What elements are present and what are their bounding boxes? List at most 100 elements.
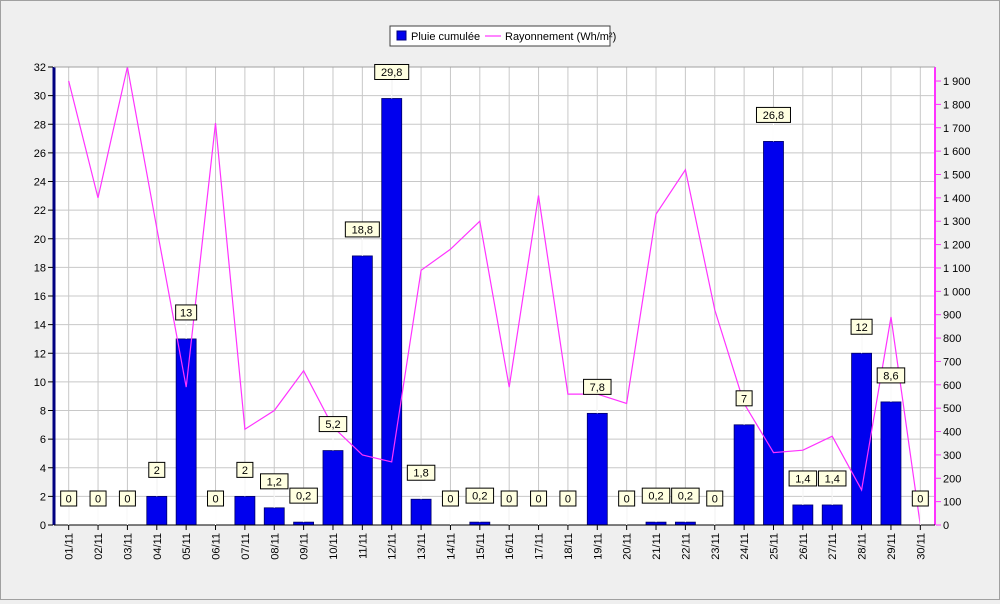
legend-label-rain: Pluie cumulée — [411, 31, 480, 43]
x-tick-label: 03/11 — [122, 533, 134, 560]
bar-27/11 — [821, 504, 843, 526]
y-left-tick-label: 20 — [34, 234, 46, 246]
data-label-box — [755, 106, 791, 123]
y-left-tick-label: 4 — [40, 463, 46, 475]
data-label-10/11: 5,2 — [318, 416, 348, 451]
y-right-tick-label: 400 — [943, 427, 961, 439]
bar-24/11 — [733, 424, 755, 526]
data-label-box — [318, 416, 348, 433]
data-label-text: 2 — [154, 465, 160, 477]
data-label-03/11: 0 — [118, 490, 136, 525]
legend-swatch-rain — [396, 30, 407, 41]
data-label-28/11: 12 — [850, 318, 873, 354]
data-label-09/11: 0,2 — [289, 487, 318, 523]
bar-29/11 — [880, 401, 902, 526]
bar-08/11 — [263, 507, 285, 526]
data-label-box — [344, 221, 380, 238]
x-tick-label: 09/11 — [299, 533, 311, 560]
bar-04/11 — [146, 495, 168, 526]
data-label-16/11: 0 — [500, 490, 518, 525]
data-label-box — [671, 487, 700, 504]
data-label-01/11: 0 — [60, 490, 78, 525]
bar-19/11 — [586, 412, 608, 526]
data-label-box — [911, 490, 929, 507]
data-label-15/11: 0,2 — [465, 487, 495, 523]
x-tick-label: 26/11 — [798, 533, 810, 560]
y-left-tick-label: 18 — [34, 262, 46, 274]
data-label-19/11: 7,8 — [583, 378, 612, 414]
y-left-tick-label: 10 — [34, 377, 46, 389]
data-label-text: 0 — [565, 494, 571, 506]
bar-28/11 — [851, 352, 872, 526]
y-right-tick-label: 500 — [943, 403, 961, 415]
bar-11/11 — [351, 255, 373, 526]
data-label-30/11: 0 — [911, 490, 929, 525]
data-label-box — [530, 490, 548, 507]
data-label-text: 12 — [855, 322, 867, 334]
y-right-tick-label: 1 600 — [943, 146, 971, 158]
data-label-text: 7,8 — [590, 382, 605, 394]
y-left-tick-label: 12 — [34, 348, 46, 360]
data-label-text: 0 — [624, 494, 630, 506]
data-label-box — [148, 461, 166, 478]
x-tick-label: 24/11 — [739, 533, 751, 560]
x-tick-label: 20/11 — [622, 533, 634, 560]
x-tick-label: 14/11 — [445, 533, 457, 560]
data-label-29/11: 8,6 — [876, 367, 906, 402]
x-tick-label: 17/11 — [534, 533, 546, 560]
x-tick-label: 15/11 — [475, 533, 487, 560]
y-left-tick-label: 30 — [34, 91, 46, 103]
bar-13/11 — [410, 498, 432, 526]
data-label-text: 0 — [95, 494, 101, 506]
data-label-box — [175, 304, 198, 321]
x-tick-label: 10/11 — [328, 533, 340, 560]
data-label-text: 0,2 — [678, 491, 693, 503]
y-right-tick-label: 1 400 — [943, 193, 971, 205]
data-label-22/11: 0,2 — [671, 487, 700, 523]
data-label-11/11: 18,8 — [344, 221, 380, 256]
data-label-text: 18,8 — [352, 224, 373, 236]
x-tick-label: 16/11 — [504, 533, 516, 560]
data-label-box — [60, 490, 78, 507]
bar-07/11 — [234, 495, 256, 526]
legend-label-radiation: Rayonnement (Wh/m²) — [505, 31, 616, 43]
data-label-text: 0 — [535, 494, 541, 506]
y-left-tick-label: 14 — [34, 320, 46, 332]
bar-25/11 — [763, 141, 784, 526]
data-label-box — [118, 490, 136, 507]
data-label-27/11: 1,4 — [817, 470, 847, 505]
data-label-box — [735, 390, 753, 407]
data-label-08/11: 1,2 — [260, 473, 289, 508]
data-label-text: 0 — [447, 494, 453, 506]
data-label-text: 8,6 — [883, 370, 898, 382]
data-label-box — [89, 490, 107, 507]
data-label-text: 0 — [124, 494, 130, 506]
data-label-box — [260, 473, 289, 490]
data-label-text: 0,2 — [296, 491, 311, 503]
data-label-21/11: 0,2 — [641, 487, 671, 523]
y-right-tick-label: 1 000 — [943, 286, 971, 298]
y-left-tick-label: 26 — [34, 148, 46, 160]
x-tick-label: 11/11 — [357, 533, 369, 559]
data-label-box — [583, 378, 612, 395]
data-label-box — [374, 63, 410, 80]
y-right-tick-label: 1 800 — [943, 99, 971, 111]
x-tick-label: 19/11 — [592, 533, 604, 560]
data-label-text: 0 — [66, 494, 72, 506]
bar-05/11 — [175, 338, 197, 526]
y-right-tick-label: 1 300 — [943, 216, 971, 228]
data-label-20/11: 0 — [618, 490, 636, 525]
data-label-text: 0 — [917, 494, 923, 506]
data-label-box — [207, 490, 225, 507]
data-label-box — [406, 464, 436, 481]
y-left-tick-label: 8 — [40, 406, 46, 418]
data-label-text: 29,8 — [381, 67, 402, 79]
x-tick-label: 29/11 — [886, 533, 898, 560]
x-tick-label: 02/11 — [93, 533, 105, 560]
y-left-tick-label: 16 — [34, 291, 46, 303]
data-label-18/11: 0 — [559, 490, 577, 525]
bar-26/11 — [792, 504, 814, 526]
x-tick-label: 18/11 — [563, 533, 575, 560]
